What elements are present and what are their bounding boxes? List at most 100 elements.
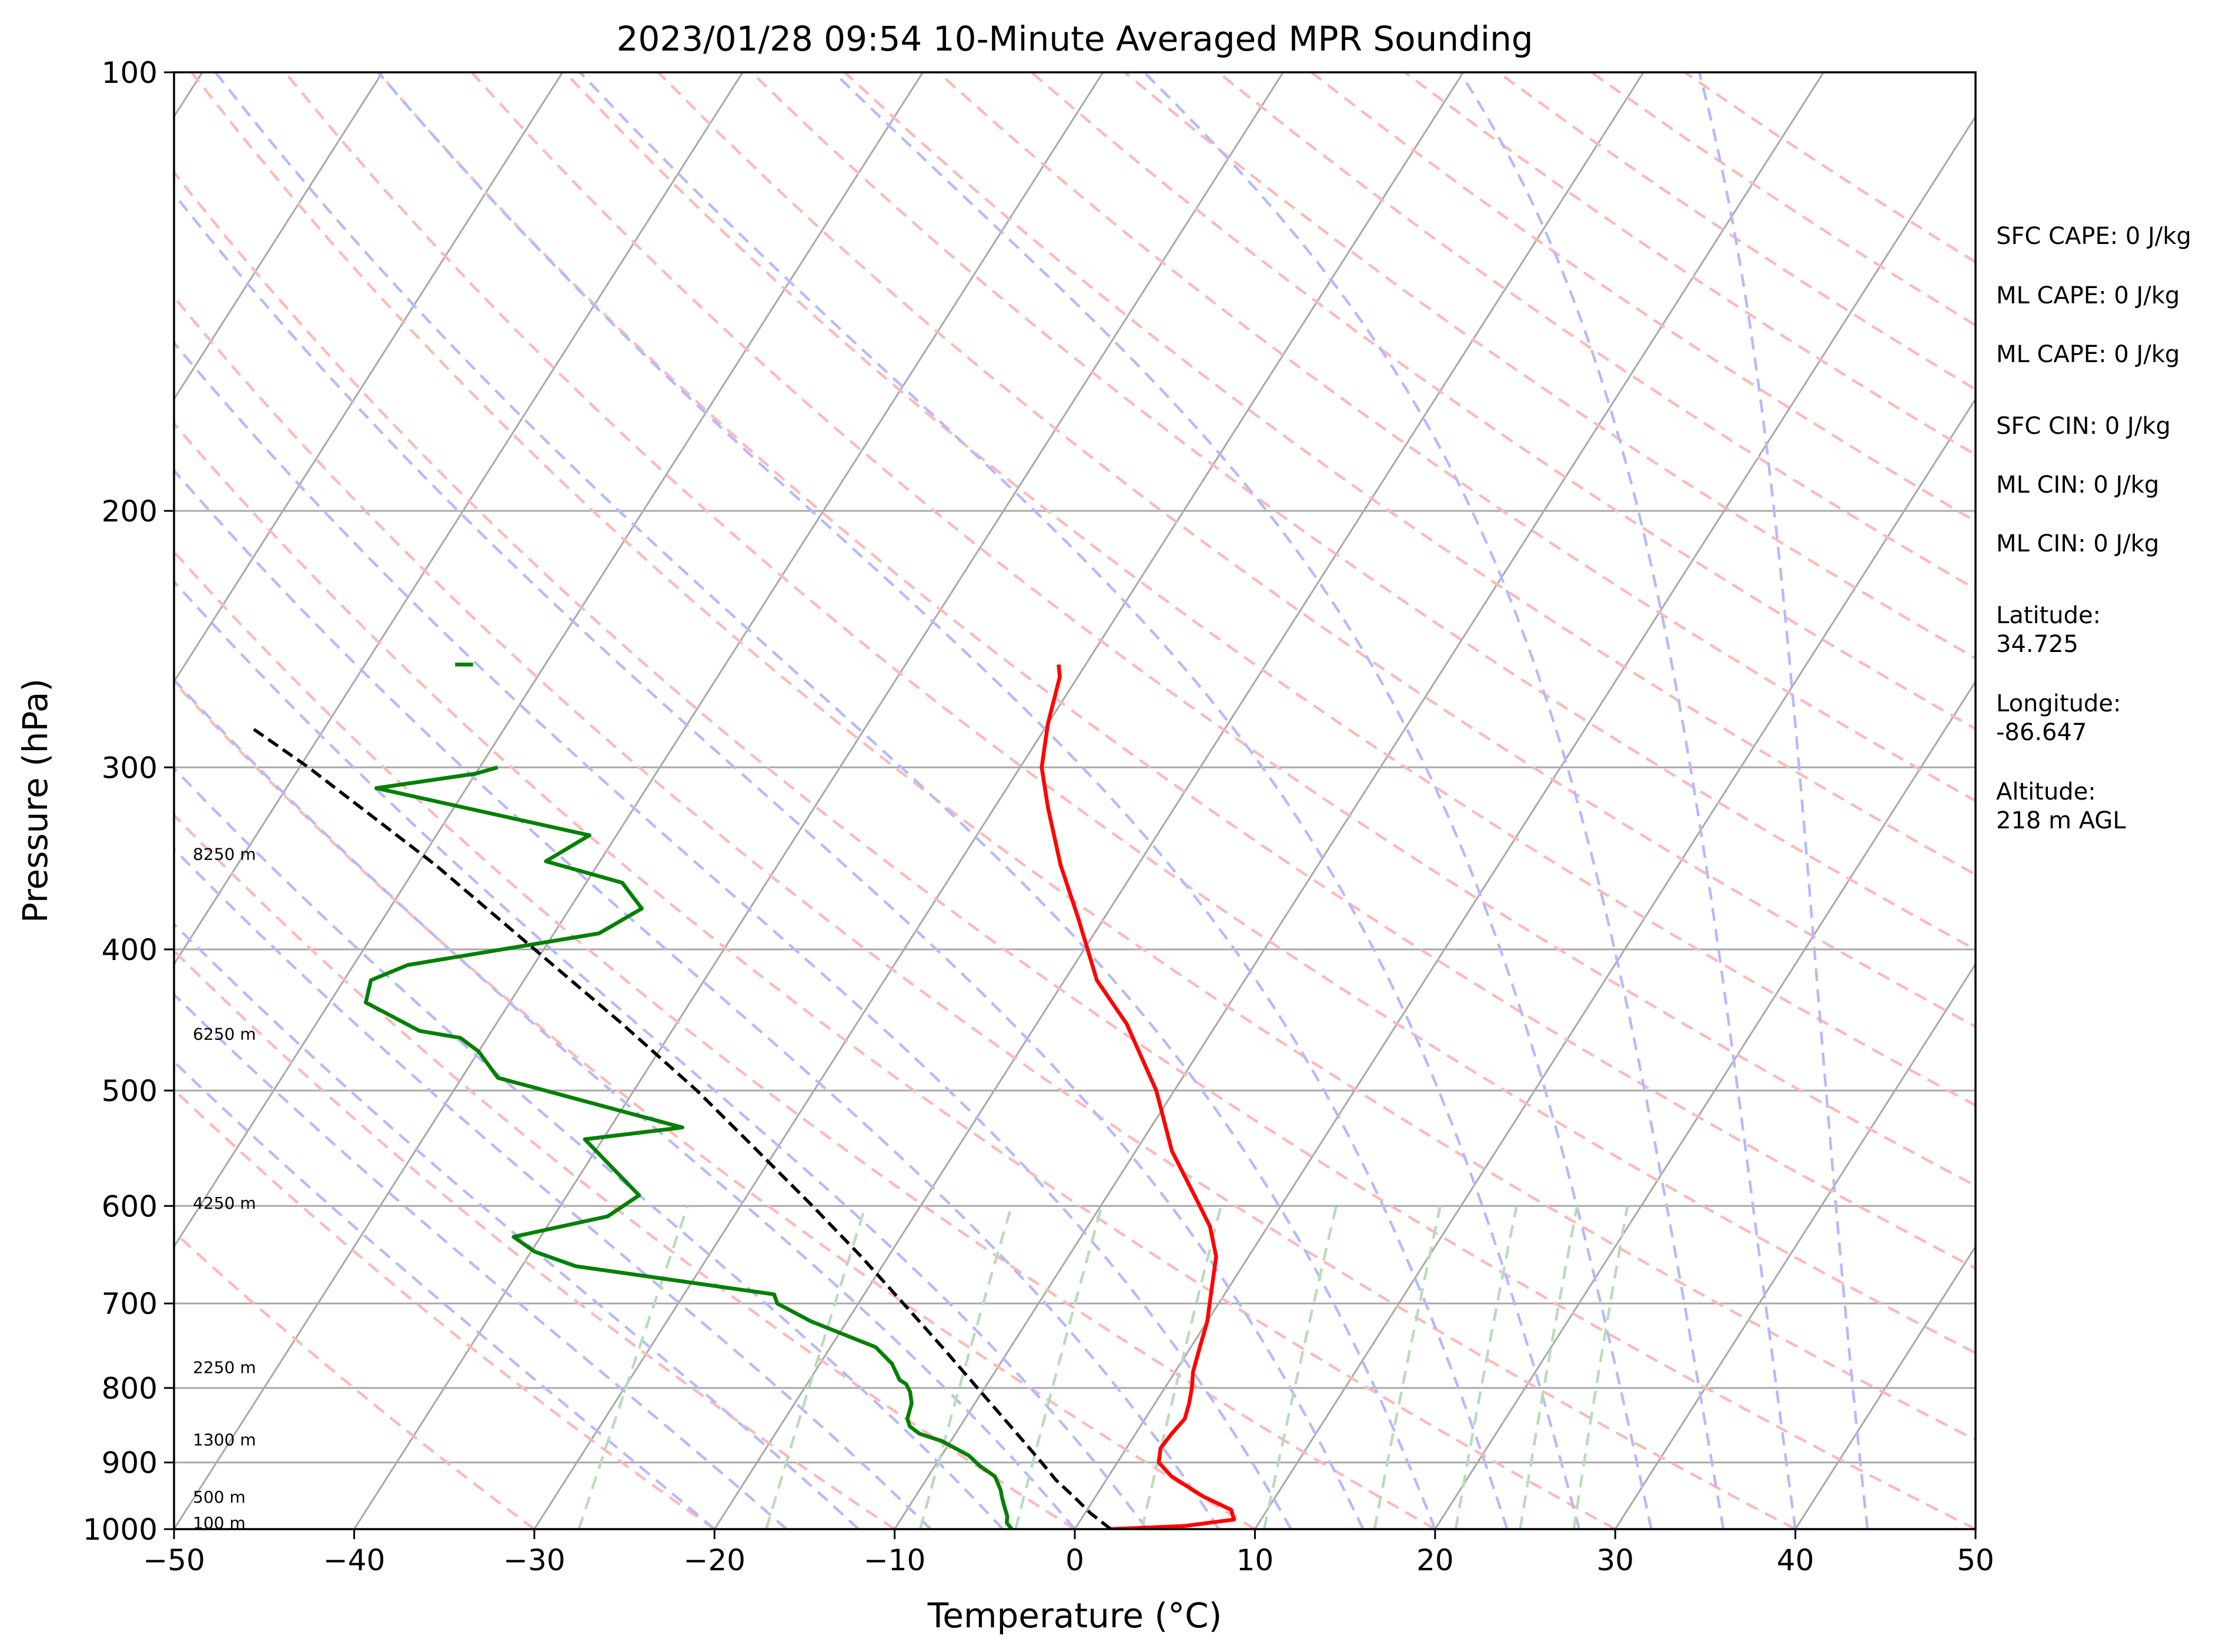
dry-adiabat-line xyxy=(564,72,1976,1107)
mixing-ratio-line xyxy=(765,1205,867,1529)
isotherm-line xyxy=(1794,1245,1976,1529)
y-tick-label: 400 xyxy=(102,933,158,967)
y-tick-label: 700 xyxy=(102,1287,158,1321)
isotherm-line xyxy=(1434,680,1976,1529)
moist-adiabat-line xyxy=(174,1059,716,1529)
isotherm-line xyxy=(1074,115,1976,1529)
dry-adiabat-line xyxy=(1030,72,1976,731)
isotherm-line xyxy=(894,72,1824,1529)
height-label: 6250 m xyxy=(193,1024,256,1044)
y-axis-ticks: 100 200 300 400 500 600 700 800 900 1000 xyxy=(83,56,174,1547)
x-tick-label: −30 xyxy=(503,1543,566,1577)
moist-adiabat-line xyxy=(174,678,1076,1529)
longitude-label: Longitude: xyxy=(1996,690,2121,717)
mixing-ratio-line xyxy=(1373,1205,1442,1529)
isotherm-line xyxy=(1254,397,1976,1529)
temperature-trace xyxy=(1040,664,1236,1529)
moist-adiabat-line xyxy=(579,72,1581,1529)
x-tick-label: 50 xyxy=(1957,1543,1994,1577)
x-tick-label: 30 xyxy=(1596,1543,1634,1577)
dry-adiabat-line xyxy=(844,72,1976,877)
moist-adiabat-line xyxy=(174,992,788,1529)
isotherm-line xyxy=(353,72,1284,1529)
stat-sfc-cin: SFC CIN: 0 J/kg xyxy=(1996,413,2171,440)
x-tick-label: −10 xyxy=(864,1543,926,1577)
moist-adiabat-line xyxy=(174,340,1292,1529)
moist-adiabat-line xyxy=(1459,72,1797,1529)
dry-adiabat-line xyxy=(657,72,1976,1028)
x-tick-label: 20 xyxy=(1416,1543,1454,1577)
mixing-ratio-line xyxy=(577,1205,689,1529)
stat-ml-cin-2: ML CIN: 0 J/kg xyxy=(1996,530,2159,557)
moist-adiabat-line xyxy=(377,72,1509,1529)
dry-adiabat-line xyxy=(377,72,1976,1270)
isotherm-line xyxy=(713,72,1645,1529)
stat-ml-cape: ML CAPE: 0 J/kg xyxy=(1996,282,2180,309)
x-axis-title: Temperature (°C) xyxy=(927,1596,1222,1636)
moist-adiabat-line xyxy=(1697,72,1869,1529)
mixing-ratio-line xyxy=(1454,1205,1518,1529)
altitude-value: 218 m AGL xyxy=(1996,807,2126,834)
isotherm-line xyxy=(533,72,1465,1529)
isotherm-line xyxy=(1614,962,1976,1529)
background-lines xyxy=(174,72,1976,1529)
moist-adiabat-line xyxy=(174,922,860,1529)
mixing-ratio-line xyxy=(1014,1205,1103,1529)
isotherm-line xyxy=(174,72,744,966)
moist-adiabat-line xyxy=(174,580,1148,1529)
latitude-value: 34.725 xyxy=(1996,631,2078,658)
longitude-value: -86.647 xyxy=(1996,719,2087,746)
y-axis-title: Pressure (hPa) xyxy=(15,678,55,923)
x-axis-ticks: −50 −40 −30 −20 −10 0 10 20 30 40 50 xyxy=(143,1529,1994,1577)
isotherm-line xyxy=(174,72,383,401)
moist-adiabat-line xyxy=(1143,72,1725,1529)
y-tick-label: 1000 xyxy=(83,1513,158,1547)
moist-adiabat-line xyxy=(174,192,1365,1529)
x-tick-label: 40 xyxy=(1777,1543,1814,1577)
x-tick-label: −40 xyxy=(323,1543,386,1577)
y-tick-label: 300 xyxy=(102,751,158,785)
height-label: 8250 m xyxy=(193,845,256,864)
height-label: 1300 m xyxy=(193,1430,256,1450)
y-tick-label: 200 xyxy=(102,494,158,529)
x-tick-label: 0 xyxy=(1065,1543,1084,1577)
y-tick-label: 900 xyxy=(102,1446,158,1480)
stat-sfc-cape: SFC CAPE: 0 J/kg xyxy=(1996,223,2191,250)
mixing-ratio-line xyxy=(1262,1205,1338,1529)
stat-ml-cin: ML CIN: 0 J/kg xyxy=(1996,471,2159,499)
moist-adiabat-line xyxy=(214,72,1436,1529)
height-label: 500 m xyxy=(193,1487,246,1507)
dry-adiabat-line xyxy=(174,550,1436,1529)
dry-adiabat-line xyxy=(174,422,1616,1529)
y-tick-label: 100 xyxy=(102,56,158,90)
stat-ml-cape-2: ML CAPE: 0 J/kg xyxy=(1996,341,2180,368)
x-tick-label: −20 xyxy=(683,1543,746,1577)
isotherm-line xyxy=(174,72,564,684)
y-tick-label: 500 xyxy=(102,1074,158,1108)
isotherm-line xyxy=(174,72,924,1249)
height-label: 4250 m xyxy=(193,1193,256,1213)
moist-adiabat-line xyxy=(174,847,932,1529)
dry-adiabat-line xyxy=(470,72,1976,1188)
mixing-ratio-line xyxy=(1519,1205,1579,1529)
latitude-label: Latitude: xyxy=(1996,602,2101,629)
isotherm-line xyxy=(174,72,1104,1529)
altitude-label: Altitude: xyxy=(1996,778,2096,805)
x-tick-label: 10 xyxy=(1236,1543,1274,1577)
dry-adiabat-line xyxy=(174,680,1256,1529)
mixing-ratio-line xyxy=(1140,1205,1222,1529)
dry-adiabat-line xyxy=(174,1088,716,1529)
dry-adiabat-line xyxy=(190,72,1976,1442)
mixing-ratio-line xyxy=(918,1205,1013,1529)
dewpoint-trace xyxy=(363,765,1014,1529)
y-tick-label: 800 xyxy=(102,1372,158,1406)
height-label: 2250 m xyxy=(193,1357,256,1377)
mixing-ratio-line xyxy=(1572,1205,1629,1529)
dry-adiabat-line xyxy=(1124,72,1976,660)
x-tick-label: −50 xyxy=(143,1543,205,1577)
dry-adiabat-line xyxy=(174,295,1796,1529)
y-tick-label: 600 xyxy=(102,1189,158,1223)
moist-adiabat-line xyxy=(833,72,1653,1529)
